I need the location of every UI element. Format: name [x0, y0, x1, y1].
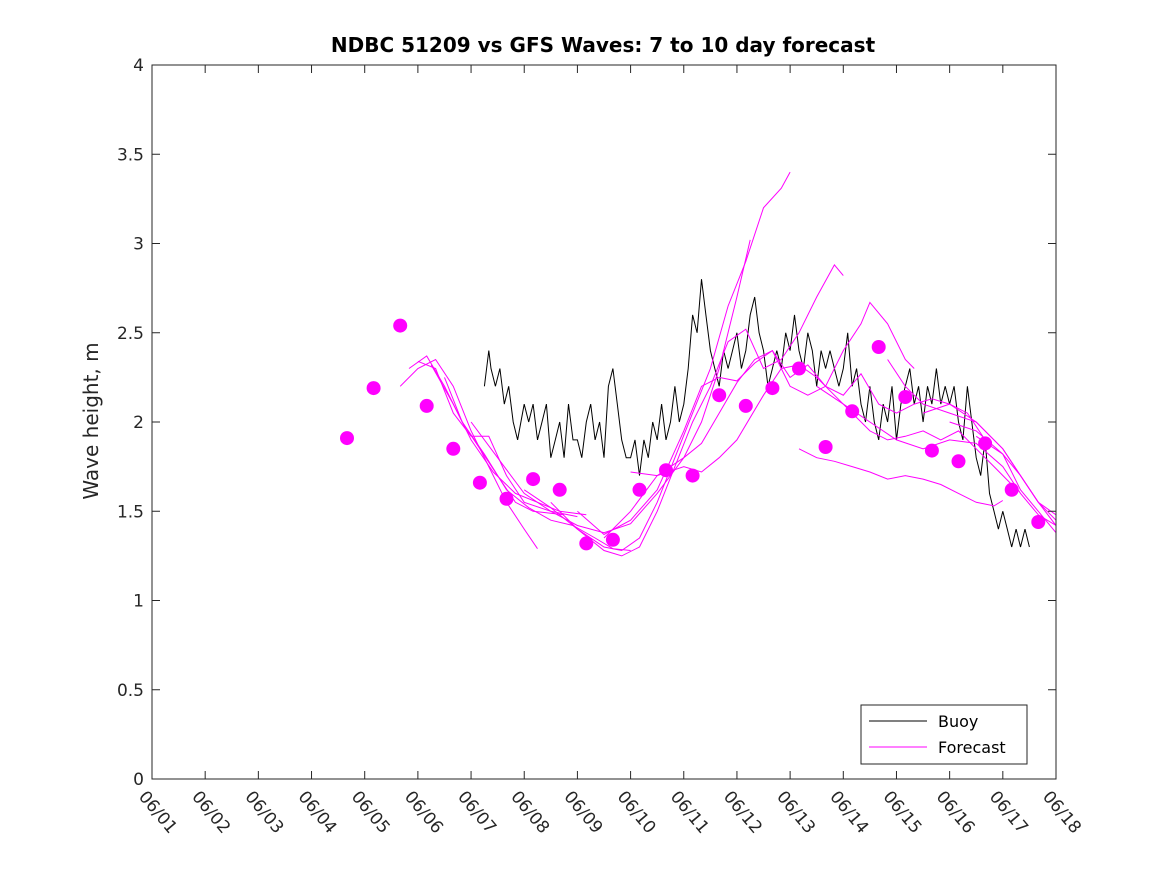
forecast-marker-11	[605, 532, 620, 547]
forecast-marker-20	[845, 404, 860, 419]
y-tick-label: 3	[133, 235, 144, 255]
legend: Buoy Forecast	[860, 704, 1028, 765]
forecast-marker-8	[526, 472, 541, 487]
forecast-marker-2	[366, 381, 381, 396]
forecast-marker-23	[924, 443, 939, 458]
forecast-marker-25	[978, 436, 993, 451]
plot-area	[152, 65, 1056, 779]
forecast-marker-6	[472, 475, 487, 490]
forecast-line-16	[949, 421, 1056, 534]
forecast-marker-7	[499, 491, 514, 506]
y-tick-label: 1	[133, 592, 144, 612]
forecast-line-17	[975, 435, 1056, 516]
forecast-marker-22	[898, 390, 913, 404]
chart-title: NDBC 51209 vs GFS Waves: 7 to 10 day for…	[331, 33, 876, 57]
y-tick-label: 3.5	[117, 145, 144, 165]
forecast-marker-17	[765, 381, 780, 396]
forecast-marker-13	[659, 463, 673, 478]
forecast-line-11	[630, 364, 1013, 485]
forecast-marker-10	[579, 536, 594, 551]
y-tick-label: 0.5	[117, 681, 144, 701]
y-tick-label: 0	[133, 770, 144, 790]
y-axis-label: Wave height, m	[79, 342, 103, 499]
y-tick-label: 2.5	[117, 324, 144, 344]
forecast-marker-21	[871, 340, 886, 354]
forecast-marker-5	[446, 441, 461, 456]
forecast-marker-1	[340, 431, 354, 446]
forecast-marker-16	[738, 398, 753, 413]
legend-buoy-label: Buoy	[938, 712, 978, 731]
forecast-marker-26	[1004, 482, 1019, 497]
data-layer	[340, 171, 1056, 557]
y-tick-label: 1.5	[117, 502, 144, 522]
y-tick-label: 2	[133, 413, 144, 433]
legend-box	[860, 704, 1028, 765]
buoy-series-line	[483, 279, 1030, 548]
forecast-line-13	[816, 385, 1056, 527]
forecast-marker-4	[419, 398, 434, 413]
forecast-marker-15	[712, 388, 727, 403]
forecast-marker-9	[552, 482, 567, 497]
forecast-line-5	[444, 377, 631, 551]
forecast-line-6	[470, 239, 751, 534]
forecast-line-10	[603, 349, 986, 539]
plot-series	[340, 171, 1056, 557]
forecast-marker-14	[685, 468, 700, 483]
forecast-marker-18	[792, 361, 806, 376]
forecast-line-8	[550, 264, 844, 557]
forecast-marker-27	[1031, 515, 1046, 529]
forecast-marker-12	[632, 482, 647, 497]
y-tick-label: 4	[133, 56, 144, 76]
forecast-marker-3	[393, 318, 408, 333]
forecast-line-12	[798, 448, 1004, 507]
forecast-marker-19	[818, 440, 833, 454]
forecast-line-7	[523, 171, 791, 552]
legend-forecast-label: Forecast	[938, 738, 1006, 757]
forecast-line-4	[430, 364, 587, 516]
forecast-marker-24	[951, 454, 966, 469]
axes-box	[151, 64, 1057, 780]
forecast-line-1	[399, 358, 538, 549]
forecast-line-2	[408, 355, 565, 516]
